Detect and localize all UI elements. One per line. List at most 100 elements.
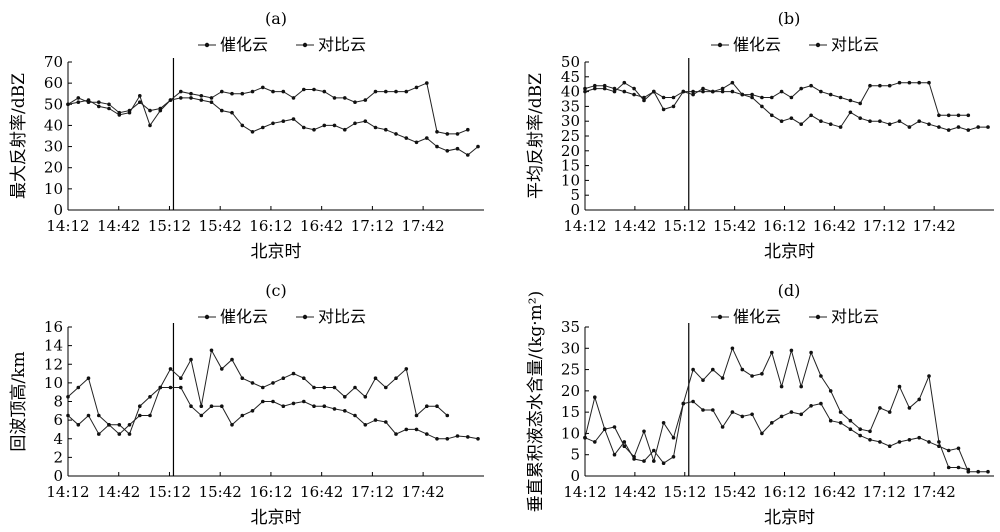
data-point [199, 404, 204, 409]
data-point [691, 92, 695, 97]
data-point [107, 106, 111, 111]
data-point [848, 110, 853, 115]
data-point [956, 446, 961, 451]
data-point [291, 96, 296, 100]
x-tick-label: 14:12 [46, 483, 89, 501]
series-2 [583, 80, 990, 132]
data-point [302, 376, 306, 381]
x-tick-label: 16:12 [249, 217, 292, 235]
data-point [779, 414, 784, 419]
data-point [445, 437, 450, 441]
data-point [917, 397, 921, 402]
y-tick-label: 2 [53, 448, 63, 466]
data-point [230, 91, 234, 96]
data-point [966, 128, 971, 132]
y-tick-label: 25 [561, 361, 580, 379]
legend-marker [717, 314, 723, 320]
data-point [138, 404, 142, 409]
data-point [632, 86, 636, 91]
data-point [927, 374, 931, 378]
data-point [373, 89, 378, 94]
data-point [322, 89, 327, 94]
x-tick-label: 15:42 [199, 217, 242, 235]
series-line [67, 82, 468, 135]
data-point [789, 410, 794, 414]
data-point [750, 374, 754, 378]
data-point [897, 440, 902, 444]
data-point [189, 404, 193, 409]
data-point [730, 346, 735, 351]
data-point [404, 136, 409, 140]
data-point [907, 406, 912, 410]
y-tick-label: 70 [44, 53, 63, 71]
legend: 催化云 对比云 [198, 35, 366, 54]
data-point [353, 121, 357, 126]
data-point [312, 404, 316, 409]
data-point [179, 89, 183, 94]
data-point [642, 95, 646, 100]
data-point [343, 395, 347, 399]
data-point [583, 435, 587, 440]
data-point [332, 123, 337, 128]
y-tick-label: 12 [44, 355, 63, 373]
data-point [363, 395, 368, 399]
data-point [240, 91, 245, 96]
x-tick-label: 14:42 [97, 483, 140, 501]
data-point [250, 409, 255, 413]
data-point [740, 367, 745, 372]
data-point [455, 146, 460, 151]
y-axis-label: 回波顶高/km [9, 351, 29, 451]
data-point [445, 149, 450, 153]
data-point [878, 440, 882, 444]
x-tick-label: 17:42 [913, 483, 956, 501]
data-point [612, 452, 617, 457]
data-point [414, 140, 419, 145]
x-tick-label: 14:12 [46, 217, 89, 235]
data-point [179, 376, 183, 381]
data-point [730, 89, 735, 94]
data-point [691, 399, 695, 404]
data-point [261, 125, 265, 130]
data-point [220, 108, 224, 113]
series-2 [66, 96, 480, 157]
data-point [189, 91, 193, 96]
data-point [281, 376, 286, 381]
data-point [220, 89, 224, 94]
data-point [838, 410, 843, 414]
data-point [240, 376, 245, 381]
data-point [312, 87, 316, 92]
data-point [107, 102, 111, 107]
data-point [76, 385, 81, 390]
data-point [858, 433, 862, 438]
data-point [750, 95, 754, 100]
y-tick-label: 50 [44, 95, 63, 113]
data-point [394, 132, 398, 136]
x-tick-label: 15:42 [713, 483, 756, 501]
data-point [632, 457, 636, 461]
legend-marker [717, 42, 723, 48]
y-tick-label: 40 [561, 83, 580, 101]
x-tick-label: 15:12 [663, 483, 706, 501]
data-point [760, 372, 764, 376]
data-point [927, 440, 931, 444]
x-tick-label: 14:42 [97, 217, 140, 235]
data-point [384, 89, 388, 94]
y-tick-label: 30 [561, 112, 580, 130]
data-point [878, 406, 882, 410]
data-point [868, 429, 872, 434]
legend: 催化云 对比云 [711, 307, 879, 326]
series-2 [66, 385, 480, 441]
x-axis-label: 北京时 [251, 508, 302, 528]
y-tick-label: 60 [44, 74, 63, 92]
y-axis-label: 平均反射率/dBZ [526, 73, 546, 199]
data-point [887, 410, 892, 414]
data-point [622, 440, 627, 444]
data-point [425, 136, 429, 140]
legend-marker [815, 314, 821, 320]
data-point [271, 121, 275, 126]
data-point [838, 95, 843, 100]
data-point [394, 89, 398, 94]
x-tick-label: 15:12 [148, 483, 191, 501]
data-point [271, 399, 275, 404]
data-point [425, 404, 429, 409]
